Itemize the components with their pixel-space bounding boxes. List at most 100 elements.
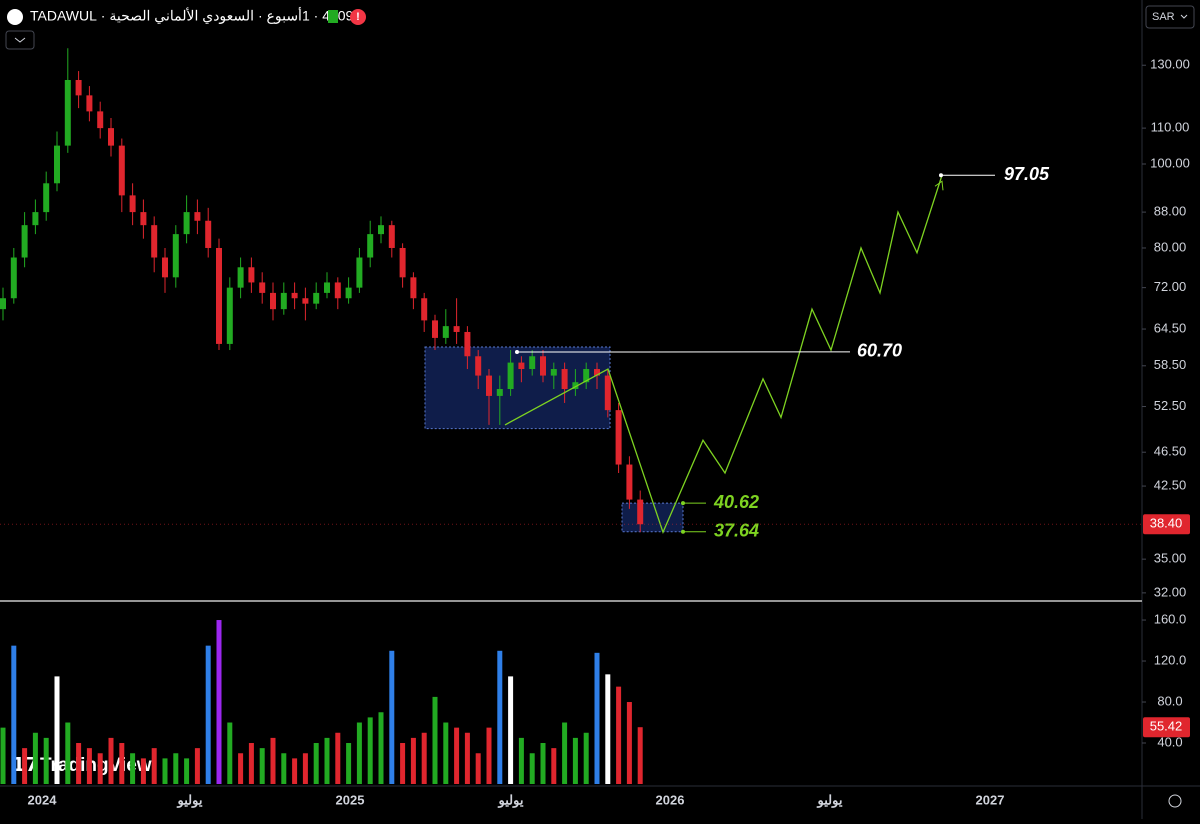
- volume-bar: [325, 738, 330, 784]
- volume-bar: [595, 653, 600, 784]
- y-tick-label: 100.00: [1150, 155, 1190, 170]
- volume-bar: [443, 723, 448, 784]
- candle-body: [626, 465, 632, 500]
- volume-bar: [314, 743, 319, 784]
- y-tick-label: 130.00: [1150, 57, 1190, 72]
- volume-bar: [55, 676, 60, 784]
- candle-body: [216, 248, 222, 344]
- volume-tick-label: 120.0: [1154, 652, 1187, 667]
- volume-bar: [379, 712, 384, 784]
- candle-body: [400, 248, 406, 277]
- candle-body: [335, 282, 341, 298]
- volume-bar: [249, 743, 254, 784]
- candle-body: [162, 258, 168, 278]
- candle-body: [475, 356, 481, 375]
- candle-body: [486, 376, 492, 396]
- volume-bar: [238, 753, 243, 784]
- volume-bar: [465, 733, 470, 784]
- volume-bar: [76, 743, 81, 784]
- volume-bar: [1, 728, 6, 784]
- candle-body: [346, 288, 352, 299]
- volume-bar: [22, 748, 27, 784]
- volume-bar: [227, 723, 232, 784]
- candle-body: [421, 298, 427, 320]
- volume-bar: [487, 728, 492, 784]
- candle-body: [508, 363, 514, 389]
- symbol-icon[interactable]: [7, 9, 23, 25]
- candle-body: [173, 234, 179, 277]
- volume-bar: [44, 738, 49, 784]
- level-label: 97.05: [1004, 164, 1050, 184]
- volume-bar: [476, 753, 481, 784]
- candle-body: [281, 293, 287, 309]
- volume-bar: [346, 743, 351, 784]
- volume-bar: [109, 738, 114, 784]
- candle-body: [616, 410, 622, 464]
- alert-mark: !: [356, 11, 360, 23]
- candle-body: [65, 80, 71, 146]
- volume-bar: [303, 753, 308, 784]
- x-tick-label: يوليو: [498, 792, 524, 808]
- price-tag-label: 38.40: [1150, 516, 1183, 531]
- volume-bar: [98, 753, 103, 784]
- volume-bar: [152, 748, 157, 784]
- y-tick-label: 80.00: [1154, 239, 1187, 254]
- volume-bar: [627, 702, 632, 784]
- candle-body: [43, 183, 49, 212]
- volume-bar: [163, 758, 168, 784]
- volume-bar: [65, 723, 70, 784]
- volume-bar: [335, 733, 340, 784]
- volume-bar: [184, 758, 189, 784]
- level-label: 40.62: [713, 492, 759, 512]
- y-tick-label: 64.50: [1154, 320, 1187, 335]
- candle-body: [22, 225, 28, 257]
- candle-body: [270, 293, 276, 309]
- candle-body: [540, 356, 546, 375]
- candle-body: [367, 234, 373, 257]
- volume-bar: [562, 723, 567, 784]
- volume-bar: [573, 738, 578, 784]
- candle-body: [562, 369, 568, 389]
- candle-body: [227, 288, 233, 344]
- volume-bar: [638, 727, 643, 784]
- candle-body: [518, 363, 524, 369]
- volume-tag-label: 55.42: [1150, 719, 1183, 734]
- volume-bar: [357, 723, 362, 784]
- candle-body: [497, 389, 503, 396]
- volume-bar: [281, 753, 286, 784]
- candle-body: [238, 267, 244, 287]
- x-tick-label: 2025: [336, 792, 365, 807]
- y-tick-label: 32.00: [1154, 584, 1187, 599]
- candle-body: [86, 95, 92, 111]
- level-dot: [681, 530, 685, 534]
- volume-bar: [519, 738, 524, 784]
- volume-bar: [217, 620, 222, 784]
- candle-body: [248, 267, 254, 282]
- x-tick-label: 2026: [656, 792, 685, 807]
- flag-icon[interactable]: [328, 10, 338, 23]
- candle-body: [551, 369, 557, 376]
- level-dot: [681, 501, 685, 505]
- level-label: 60.70: [857, 341, 902, 361]
- volume-bar: [206, 646, 211, 784]
- volume-bar: [616, 687, 621, 784]
- candle-body: [324, 282, 330, 292]
- volume-bar: [454, 728, 459, 784]
- volume-bar: [584, 733, 589, 784]
- chart-title: 4009 · 1أسبوع · السعودي الألماني الصحية …: [30, 6, 354, 25]
- volume-bar: [33, 733, 38, 784]
- candle-body: [32, 212, 38, 225]
- volume-tick-label: 80.0: [1157, 693, 1182, 708]
- volume-bar: [508, 676, 513, 784]
- candle-body: [292, 293, 298, 298]
- volume-bar: [605, 674, 610, 784]
- candle-body: [378, 225, 384, 234]
- volume-bar: [141, 758, 146, 784]
- level-label: 37.64: [714, 521, 759, 541]
- candle-body: [454, 326, 460, 332]
- volume-bar: [433, 697, 438, 784]
- volume-bar: [195, 748, 200, 784]
- x-tick-label: يوليو: [177, 792, 203, 808]
- y-tick-label: 52.50: [1154, 398, 1187, 413]
